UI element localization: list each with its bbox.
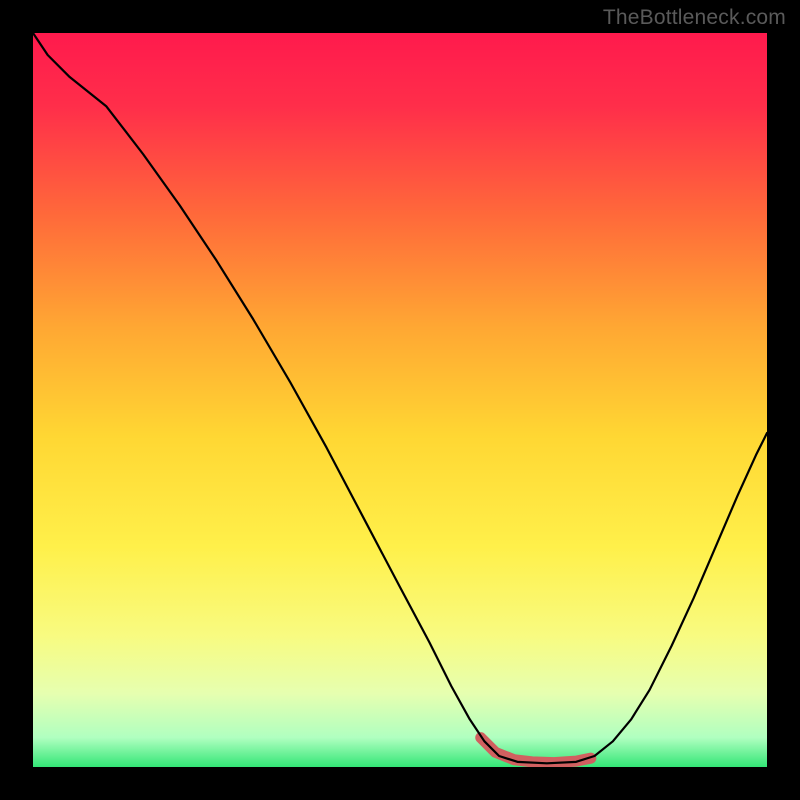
watermark-text: TheBottleneck.com: [603, 6, 786, 30]
gradient-background: [33, 33, 767, 767]
bottleneck-chart: [33, 33, 767, 767]
